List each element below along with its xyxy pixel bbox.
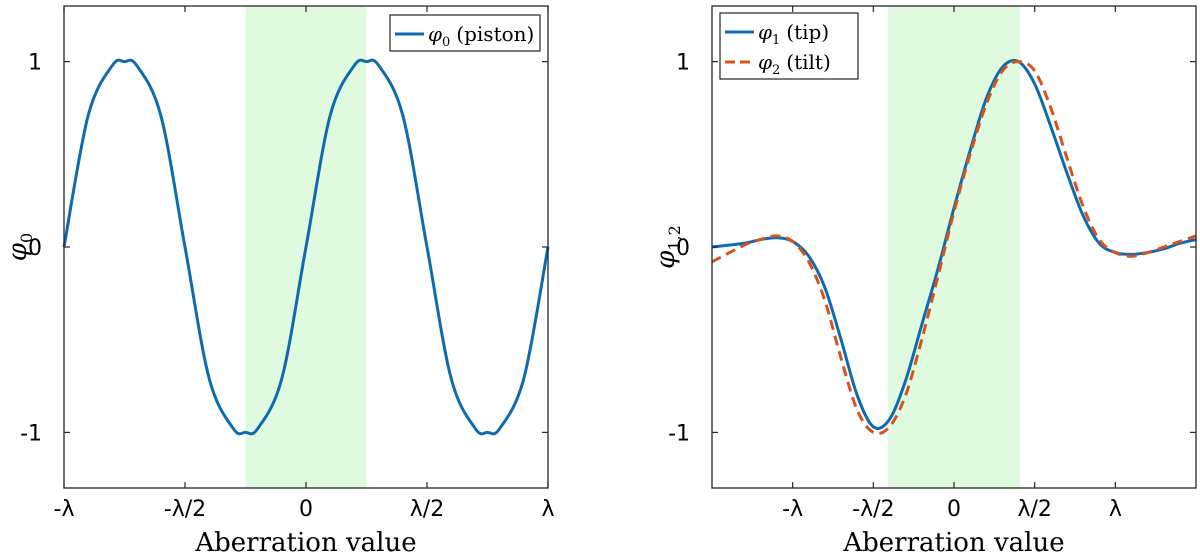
y-axis-label: φ0 [3,233,36,261]
x-tick-label: -λ/2 [852,497,894,522]
y-tick-label: -1 [668,421,690,446]
legend: φ1 (tip)φ2 (tilt) [719,12,859,80]
y-tick-label: 0 [676,236,690,261]
y-axis-label-symbol: φ [3,242,33,261]
plot-lines [711,58,1197,436]
y-axis-label: φ1,2 [651,225,684,269]
ticks: -λ -λ/2 0 λ/2 λ -1 0 1 [20,6,555,522]
x-tick-label: λ [1109,497,1122,522]
legend-label-tilt: φ2 (tilt) [758,50,831,78]
legend-box [719,12,859,80]
series-line-tilt [711,60,1197,436]
ticks: -λ -λ/2 0 λ/2 λ -1 0 1 [668,6,1196,522]
y-tick-label: -1 [20,421,42,446]
x-tick-label: 0 [299,497,313,522]
right-chart: -λ -λ/2 0 λ/2 λ -1 0 1 Aberration value φ1,2 φ1… [651,5,1197,552]
y-axis-label-subscript: 0 [17,233,36,243]
x-tick-label: λ/2 [1017,497,1051,522]
y-axis-label-subscript: 1,2 [665,225,684,250]
y-tick-label: 1 [676,51,690,76]
shaded-region [887,6,1021,488]
x-tick-label: λ [541,497,554,522]
x-tick-label: -λ/2 [164,497,206,522]
x-tick-label: 0 [947,497,961,522]
plot-lines [62,58,550,436]
left-chart: -λ -λ/2 0 λ/2 λ-101 Aberration value φ0 φ0 (p… [3,5,555,552]
x-tick-label: λ/2 [410,497,444,522]
x-tick-label: -λ [54,497,75,522]
legend-label-piston: φ0 (piston) [428,22,534,50]
x-tick-label: -λ [782,497,803,522]
x-axis-label: Aberration value [194,528,416,552]
y-tick-label: 0 [28,236,42,261]
y-axis-label-symbol: φ [651,250,681,269]
y-tick-label: 1 [28,51,42,76]
legend: φ0 (piston) [389,14,541,52]
legend-label-tip: φ1 (tip) [758,20,829,48]
series-line-piston [62,58,550,436]
x-axis-label: Aberration value [842,528,1064,552]
